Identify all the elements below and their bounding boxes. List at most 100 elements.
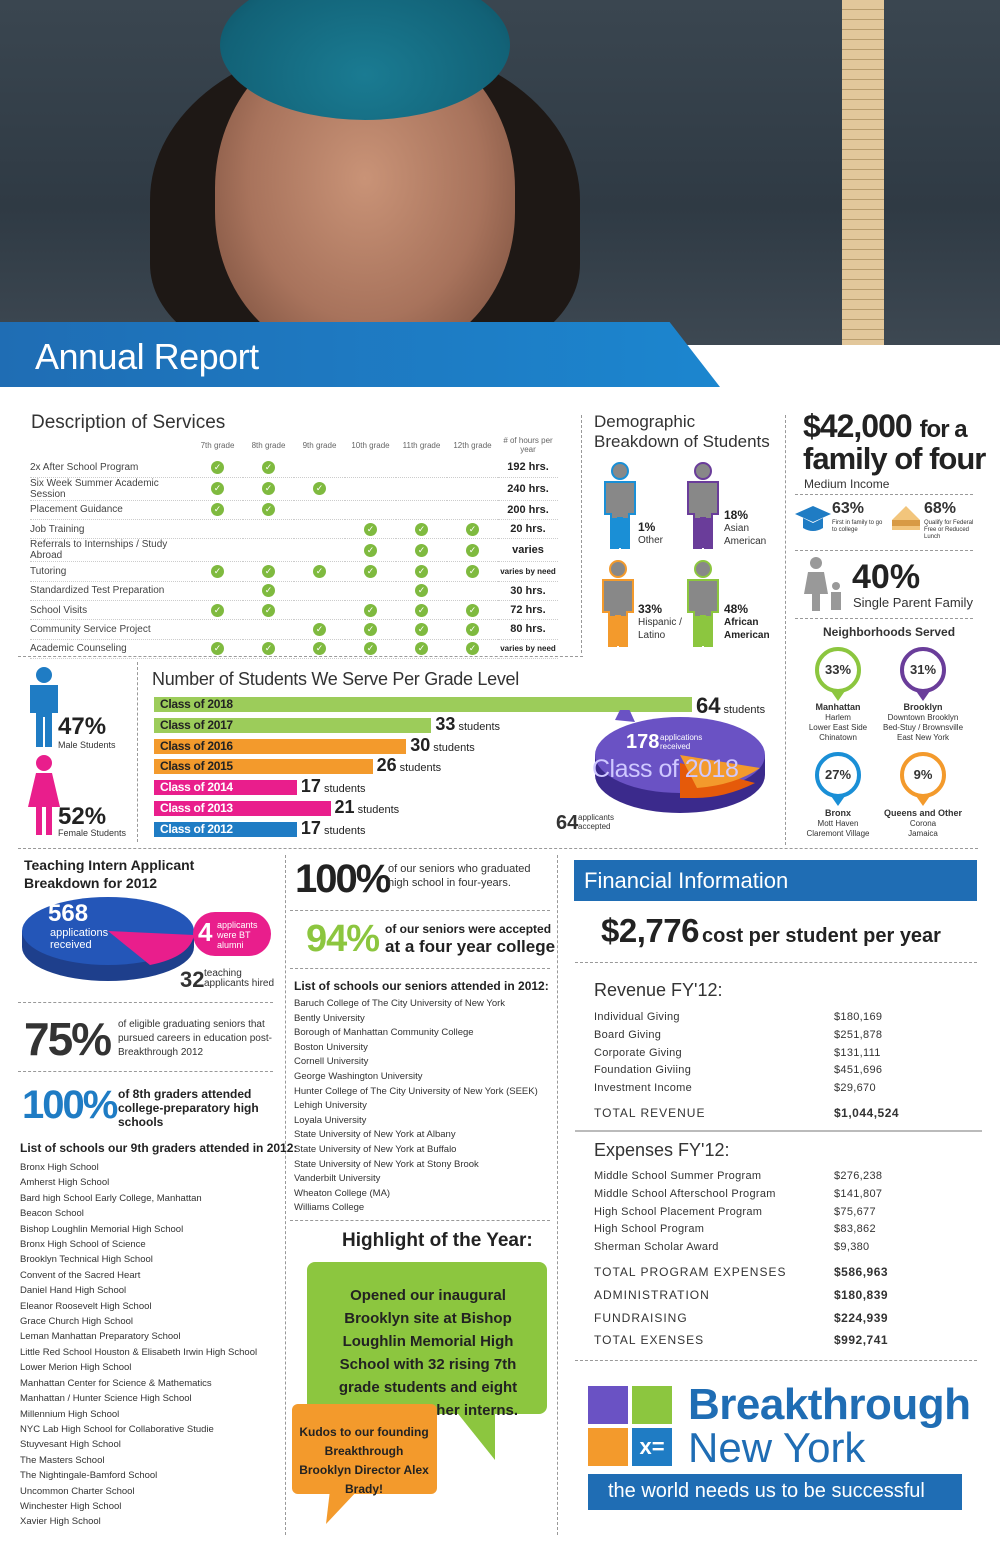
bar-value: 30 (410, 734, 431, 755)
received-count: 568 (48, 900, 89, 927)
service-hours: 20 hrs. (498, 519, 558, 540)
neighborhood-name: Brooklyn (903, 702, 943, 712)
breakthrough-logo-icon: x= (588, 1386, 678, 1468)
bar-value: 64 (696, 693, 721, 718)
pin-pointer (916, 691, 930, 701)
applications-count: 178 (626, 731, 660, 753)
lunch-pct: 68% (924, 500, 957, 517)
demographic-label: African American (724, 617, 770, 641)
income-suffix: for a (919, 416, 968, 443)
person-icon (687, 560, 719, 647)
service-hours: 192 hrs. (498, 458, 558, 478)
finance-label: TOTAL EXENSES (594, 1333, 705, 1348)
finance-row: High School Program $83,862 (594, 1223, 914, 1241)
list-item: Brooklyn Technical High School (20, 1254, 153, 1266)
bar: Class of 2016 (154, 738, 407, 754)
cost-amount: $2,776 (601, 912, 699, 949)
check-icon: ✓ (313, 622, 326, 636)
list-item: Winchester High School (20, 1500, 122, 1512)
pin-pointer (831, 796, 845, 806)
list-item: Boston University (294, 1041, 368, 1053)
class-2018-label: Class of 2018 (592, 755, 739, 783)
services-title: Description of Services (31, 412, 226, 433)
bar-value: 17 (300, 817, 321, 838)
service-name: School Visits (30, 600, 192, 621)
college-pct: 94% (306, 918, 380, 960)
bar-unit: students (458, 720, 501, 733)
service-hours: 80 hrs. (498, 619, 558, 640)
college-label2: at a four year college (385, 937, 556, 956)
check-icon: ✓ (364, 543, 377, 557)
finance-value: $29,670 (834, 1082, 876, 1095)
list-item: Bently University (294, 1012, 365, 1024)
service-row: Referrals to Internships / Study Abroad ✓… (30, 538, 558, 563)
list-item: Millennium High School (20, 1408, 120, 1420)
check-icon: ✓ (466, 522, 479, 536)
finance-value: $224,939 (834, 1310, 889, 1325)
neighborhood-area: Harlem (825, 713, 851, 722)
financial-header: Financial Information (574, 860, 977, 901)
bar-category-label: Class of 2017 (160, 717, 233, 732)
bar-category-label: Class of 2015 (160, 759, 233, 774)
list-item: Leman Manhattan Preparatory School (20, 1331, 181, 1343)
neighborhood-area: Bed-Stuy / Brownsville (882, 723, 964, 732)
demographic-label: Other (638, 535, 664, 546)
sandwich-icon (892, 506, 920, 530)
list-item: Bishop Loughlin Memorial High School (20, 1223, 184, 1235)
finance-row: ADMINISTRATION $180,839 (594, 1288, 914, 1306)
demographic-label: Asian American (724, 523, 767, 547)
list-item: The Nightingale-Bamford School (20, 1470, 158, 1482)
list-item: Hunter College of The City University of… (294, 1085, 538, 1097)
total-revenue-row: TOTAL REVENUE $1,044,524 (594, 1106, 914, 1124)
female-pct: 52% (58, 803, 107, 830)
demographic-pct: 1% (638, 520, 656, 534)
male-label: Male Students (58, 740, 116, 750)
bar: Class of 2014 (154, 780, 297, 796)
hired-label: teaching applicants hired (204, 968, 275, 989)
neighborhood-pin: 31% (900, 647, 946, 693)
finance-row: High School Placement Program $75,677 (594, 1206, 914, 1224)
bar-unit: students (399, 762, 442, 775)
kudos-text: Kudos to our founding Breakthrough Brook… (299, 1425, 429, 1496)
finance-row: Middle School Summer Program $276,238 (594, 1170, 914, 1188)
finance-row: TOTAL EXENSES $992,741 (594, 1333, 914, 1351)
check-icon: ✓ (466, 565, 479, 579)
bar-unit: students (357, 804, 400, 816)
finance-row: Board Giving $251,878 (594, 1029, 914, 1047)
bar-value-label: 17 students (301, 818, 366, 839)
revenue-title: Revenue FY'12: (594, 980, 723, 1000)
neighborhood-area: Chinatown (819, 733, 857, 742)
finance-label: High School Placement Program (594, 1205, 763, 1218)
grad-pct: 100% (295, 857, 391, 901)
list-item: Baruch College of The City University of… (294, 998, 506, 1009)
service-hours: varies by need (498, 639, 558, 659)
service-name: Community Service Project (30, 619, 192, 640)
finance-label: Sherman Scholar Award (594, 1241, 719, 1254)
list-item: Bronx High School of Science (20, 1239, 146, 1251)
person-icon (602, 560, 634, 647)
list-item: Manhattan / Hunter Science High School (20, 1393, 192, 1405)
check-icon: ✓ (364, 522, 377, 536)
list-item: Cornell University (294, 1056, 369, 1068)
service-row: School Visits ✓ ✓ ✓ ✓ ✓ 72 hrs. (30, 600, 558, 621)
hero-photo (0, 0, 1000, 345)
kudos-speech-bubble (292, 1404, 437, 1524)
check-icon: ✓ (262, 503, 275, 517)
neighborhood-pin: 33% (815, 647, 861, 693)
finance-row: Middle School Afterschool Program $141,80… (594, 1188, 914, 1206)
neighborhood-area: Downtown Brooklyn (887, 713, 959, 722)
list-item: Beacon School (20, 1208, 84, 1220)
list-item: Convent of the Sacred Heart (20, 1269, 141, 1281)
applications-label: applications received (660, 733, 703, 751)
list-item: Williams College (294, 1202, 365, 1214)
bar: Class of 2013 (154, 801, 331, 816)
eighth-pct: 100% (22, 1083, 118, 1127)
service-name: Standardized Test Preparation (30, 581, 192, 601)
grad-label: of our seniors who graduated high school… (388, 863, 531, 889)
list-item: Stuyvesant High School (20, 1439, 121, 1451)
neighborhood-name: Queens and Other (883, 808, 963, 818)
finance-row: Corporate Giving $131,111 (594, 1047, 914, 1065)
finance-row: Sherman Scholar Award $9,380 (594, 1241, 914, 1259)
bar-value-label: 21 students (335, 797, 400, 818)
service-name: Referrals to Internships / Study Abroad (30, 538, 192, 563)
